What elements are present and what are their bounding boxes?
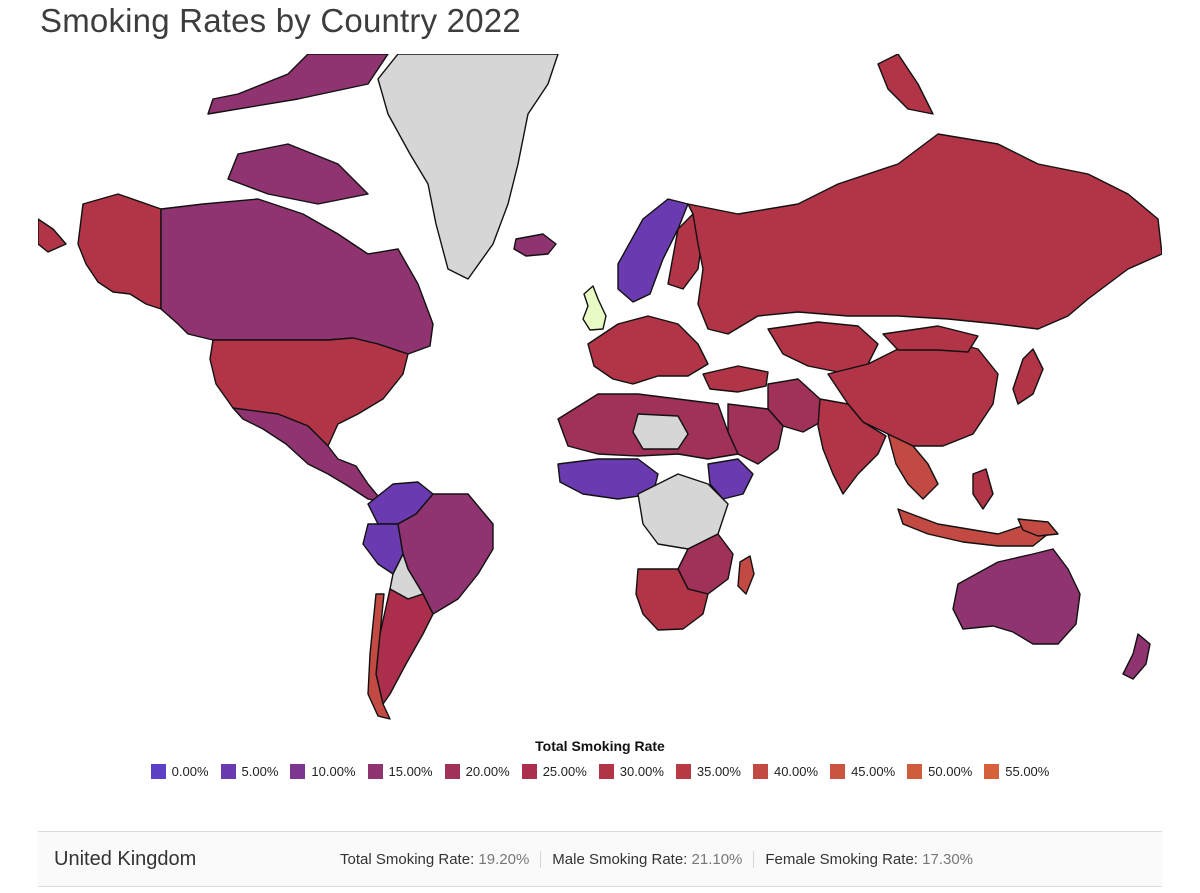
- legend-label-7: 35.00%: [696, 764, 741, 779]
- legend-swatch-2: [290, 764, 306, 779]
- country-philippines[interactable]: [972, 468, 994, 510]
- country-scandinavia[interactable]: [617, 198, 689, 303]
- legend-item-25[interactable]: 25.00%: [521, 764, 587, 779]
- legend-label-11: 55.00%: [1005, 764, 1050, 779]
- country-usa[interactable]: [209, 337, 409, 447]
- legend-label-5: 25.00%: [542, 764, 587, 779]
- country-stats: Total Smoking Rate: 19.20% Male Smoking …: [329, 850, 984, 868]
- legend-item-50[interactable]: 50.00%: [907, 764, 972, 779]
- country-greenland[interactable]: [377, 54, 559, 280]
- female-smoking-rate-value: 17.30%: [922, 850, 974, 868]
- total-smoking-rate-value: 19.20%: [478, 850, 530, 868]
- country-uk[interactable]: [582, 285, 607, 331]
- legend-label-6: 30.00%: [619, 764, 664, 779]
- country-papua[interactable]: [1017, 518, 1059, 537]
- legend-swatch-3: [367, 764, 383, 779]
- legend-label-8: 40.00%: [773, 764, 819, 779]
- legend-title: Total Smoking Rate: [535, 738, 665, 754]
- legend-swatch-11: [984, 764, 1000, 779]
- legend-swatch-5: [521, 764, 537, 779]
- country-russia-islands[interactable]: [877, 54, 934, 115]
- total-smoking-rate-label: Total Smoking Rate:: [340, 850, 475, 868]
- legend-item-0[interactable]: 0.00%: [150, 764, 209, 779]
- legend-swatch-8: [752, 764, 768, 779]
- country-iceland[interactable]: [513, 233, 557, 257]
- country-se-asia[interactable]: [887, 433, 939, 500]
- selected-country-name: United Kingdom: [54, 847, 197, 870]
- page-title: Smoking Rates by Country 2022: [40, 2, 521, 39]
- legend-swatch-0: [150, 764, 166, 779]
- country-europe-west[interactable]: [587, 315, 709, 385]
- legend: Total Smoking Rate 0.00% 5.00% 10.00% 15…: [0, 738, 1200, 779]
- legend-swatch-7: [675, 764, 691, 779]
- legend-item-30[interactable]: 30.00%: [598, 764, 664, 779]
- country-argentina[interactable]: [375, 588, 434, 705]
- country-canada-arctic[interactable]: [207, 54, 389, 205]
- legend-label-1: 5.00%: [241, 764, 279, 779]
- legend-label-4: 20.00%: [465, 764, 510, 779]
- total-smoking-rate: Total Smoking Rate: 19.20%: [329, 851, 540, 868]
- country-russia[interactable]: [687, 133, 1162, 335]
- legend-item-10[interactable]: 10.00%: [290, 764, 356, 779]
- country-australia[interactable]: [952, 548, 1081, 645]
- country-alaska-aleutians[interactable]: [38, 218, 67, 253]
- country-indonesia[interactable]: [897, 508, 1049, 547]
- legend-swatch-9: [830, 764, 846, 779]
- male-smoking-rate-value: 21.10%: [691, 850, 743, 868]
- country-madagascar[interactable]: [737, 555, 755, 595]
- legend-item-20[interactable]: 20.00%: [444, 764, 510, 779]
- legend-swatch-4: [444, 764, 460, 779]
- male-smoking-rate-label: Male Smoking Rate:: [552, 850, 688, 868]
- country-japan[interactable]: [1012, 348, 1044, 405]
- female-smoking-rate: Female Smoking Rate: 17.30%: [753, 850, 984, 868]
- legend-label-3: 15.00%: [388, 764, 433, 779]
- country-ethiopia[interactable]: [707, 458, 754, 500]
- country-info-bar: United Kingdom Total Smoking Rate: 19.20…: [38, 831, 1162, 887]
- legend-item-45[interactable]: 45.00%: [830, 764, 895, 779]
- legend-swatch-10: [907, 764, 923, 779]
- legend-label-10: 50.00%: [928, 764, 973, 779]
- country-southern-africa[interactable]: [635, 568, 709, 631]
- male-smoking-rate: Male Smoking Rate: 21.10%: [540, 850, 753, 868]
- legend-label-2: 10.00%: [311, 764, 356, 779]
- legend-item-15[interactable]: 15.00%: [367, 764, 433, 779]
- legend-swatch-1: [220, 764, 236, 779]
- legend-label-9: 45.00%: [851, 764, 896, 779]
- country-turkey[interactable]: [702, 365, 769, 393]
- country-chile[interactable]: [367, 593, 391, 720]
- legend-item-40[interactable]: 40.00%: [752, 764, 819, 779]
- world-map-svg[interactable]: [38, 54, 1162, 724]
- country-india[interactable]: [817, 398, 887, 495]
- legend-item-35[interactable]: 35.00%: [675, 764, 741, 779]
- legend-items: 0.00% 5.00% 10.00% 15.00% 20.00% 25.00% …: [0, 764, 1200, 779]
- legend-label-0: 0.00%: [171, 764, 209, 779]
- country-mongolia[interactable]: [882, 325, 979, 353]
- female-smoking-rate-label: Female Smoking Rate:: [765, 850, 918, 868]
- country-new-zealand[interactable]: [1122, 633, 1151, 680]
- world-map[interactable]: [38, 54, 1162, 724]
- country-sahara-nodata[interactable]: [632, 413, 689, 450]
- legend-item-55[interactable]: 55.00%: [984, 764, 1049, 779]
- legend-swatch-6: [598, 764, 614, 779]
- country-alaska[interactable]: [77, 193, 162, 310]
- legend-item-5[interactable]: 5.00%: [220, 764, 279, 779]
- country-canada[interactable]: [160, 198, 434, 355]
- country-kazakhstan[interactable]: [767, 321, 879, 373]
